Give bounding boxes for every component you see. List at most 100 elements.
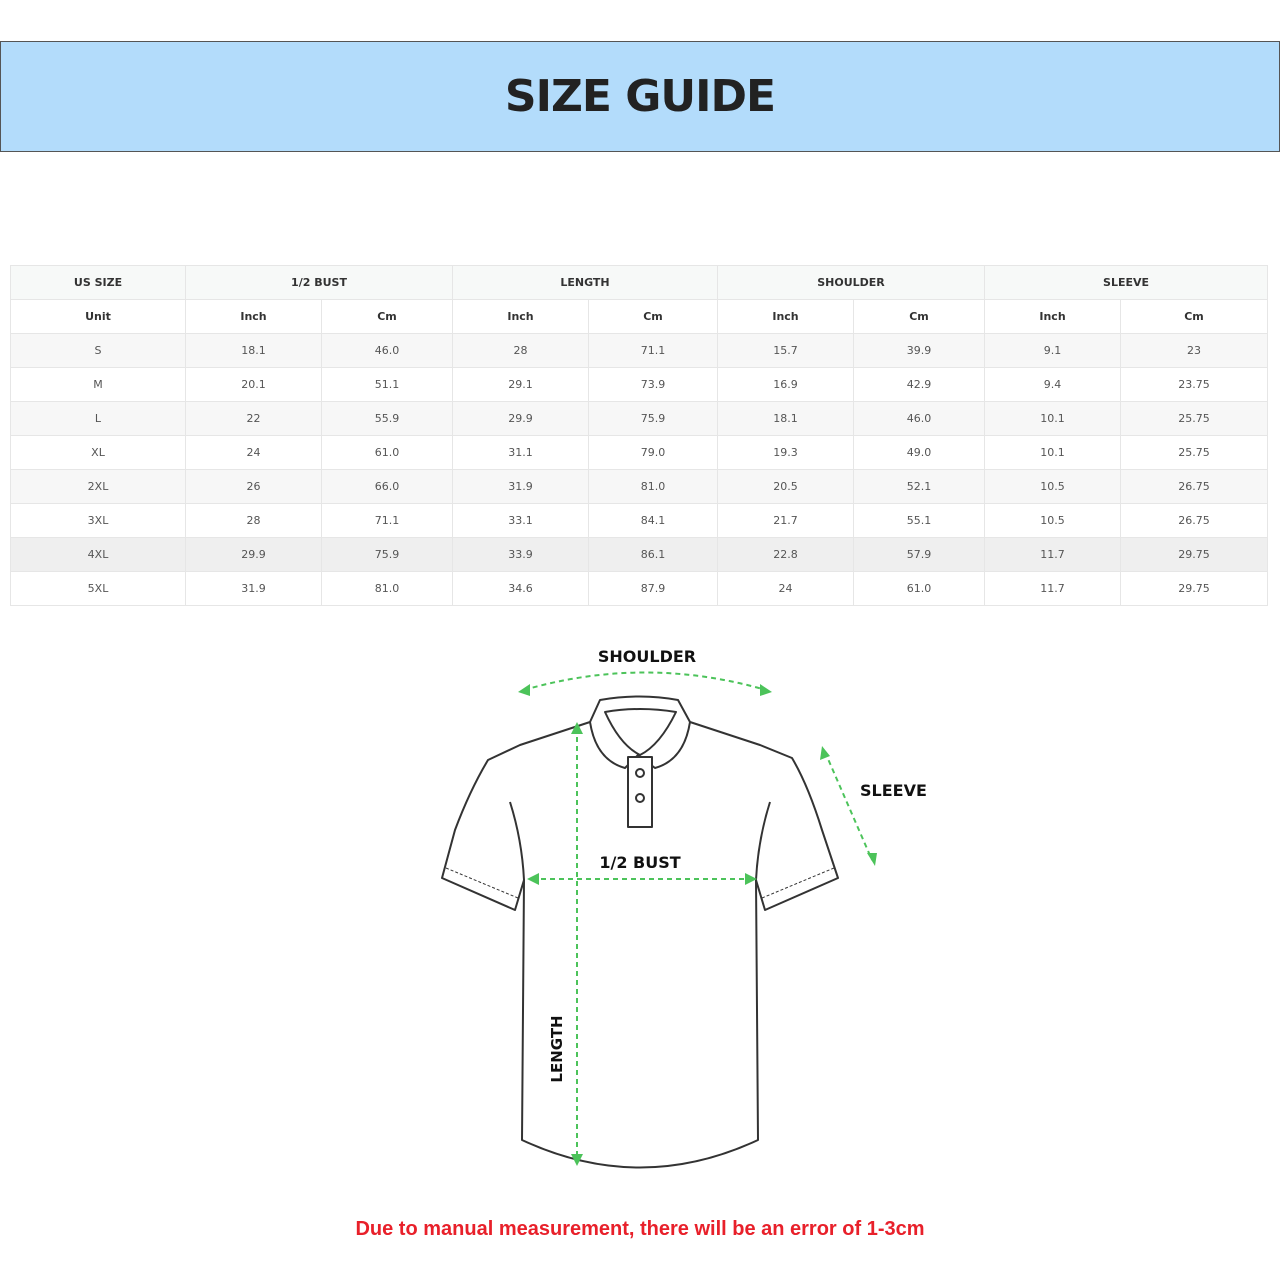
bust-label: 1/2 BUST	[599, 853, 680, 872]
title-banner: SIZE GUIDE	[0, 41, 1280, 152]
measurement-cell: 81.0	[321, 571, 453, 606]
measurement-cell: 46.0	[852, 401, 986, 436]
measurement-cell: 18.1	[717, 401, 854, 436]
measurement-cell: 19.3	[717, 435, 854, 470]
measurement-note: Due to manual measurement, there will be…	[355, 1218, 925, 1240]
measurement-cell: 61.0	[321, 435, 453, 470]
sleeve-label: SLEEVE	[860, 781, 927, 800]
measurement-cell: 31.9	[185, 571, 322, 606]
measurement-cell: 24	[185, 435, 322, 470]
size-cell: 4XL	[10, 537, 186, 572]
measurement-cell: 31.9	[452, 469, 589, 504]
group-header: US SIZE	[10, 265, 186, 300]
measurement-cell: 55.1	[852, 503, 986, 538]
measurement-cell: 49.0	[852, 435, 986, 470]
measurement-cell: 22	[185, 401, 322, 436]
measurement-cell: 71.1	[321, 503, 453, 538]
unit-header: Inch	[717, 299, 854, 334]
measurement-cell: 87.9	[588, 571, 718, 606]
measurement-cell: 18.1	[185, 333, 322, 368]
shoulder-arrow	[523, 671, 767, 691]
size-cell: L	[10, 401, 186, 436]
shoulder-label: SHOULDER	[598, 647, 696, 666]
measurement-cell: 55.9	[321, 401, 453, 436]
measurement-cell: 28	[452, 333, 589, 368]
table-row: L 22 55.9 29.9 75.9 18.1 46.0 10.1 25.75	[10, 401, 1269, 436]
table-row: 3XL 28 71.1 33.1 84.1 21.7 55.1 10.5 26.75	[10, 503, 1269, 538]
measurement-cell: 42.9	[852, 367, 986, 402]
measurement-cell: 79.0	[588, 435, 718, 470]
measurement-cell: 75.9	[588, 401, 718, 436]
measurement-cell: 21.7	[717, 503, 854, 538]
group-header: LENGTH	[452, 265, 718, 300]
measurement-cell: 71.1	[588, 333, 718, 368]
measurement-cell: 10.5	[984, 503, 1122, 538]
size-cell: 2XL	[10, 469, 186, 504]
measurement-cell: 26	[185, 469, 322, 504]
measurement-cell: 33.1	[452, 503, 589, 538]
page-title: SIZE GUIDE	[504, 71, 776, 122]
measurement-cell: 51.1	[321, 367, 453, 402]
unit-header-row: Unit Inch Cm Inch Cm Inch Cm Inch Cm	[10, 299, 1269, 334]
measurement-cell: 52.1	[852, 469, 986, 504]
measurement-cell: 34.6	[452, 571, 589, 606]
unit-header: Cm	[321, 299, 453, 334]
measurement-cell: 26.75	[1120, 503, 1269, 538]
measurement-cell: 25.75	[1120, 401, 1269, 436]
measurement-cell: 15.7	[717, 333, 854, 368]
measurement-cell: 29.75	[1120, 537, 1269, 572]
unit-header: Inch	[452, 299, 589, 334]
unit-header: Cm	[588, 299, 718, 334]
measurement-cell: 26.75	[1120, 469, 1269, 504]
measurement-cell: 23	[1120, 333, 1269, 368]
measurement-cell: 66.0	[321, 469, 453, 504]
measurement-cell: 10.1	[984, 435, 1122, 470]
measurement-cell: 33.9	[452, 537, 589, 572]
measurement-cell: 73.9	[588, 367, 718, 402]
measurement-cell: 31.1	[452, 435, 589, 470]
table-row: XL 24 61.0 31.1 79.0 19.3 49.0 10.1 25.75	[10, 435, 1269, 470]
measurement-cell: 84.1	[588, 503, 718, 538]
size-table: US SIZE 1/2 BUST LENGTH SHOULDER SLEEVE …	[10, 265, 1269, 606]
measurement-cell: 29.1	[452, 367, 589, 402]
measurement-arrows	[523, 671, 873, 1160]
unit-header: Unit	[10, 299, 186, 334]
measurement-cell: 61.0	[852, 571, 986, 606]
table-row: M 20.1 51.1 29.1 73.9 16.9 42.9 9.4 23.75	[10, 367, 1269, 402]
measurement-cell: 11.7	[984, 571, 1122, 606]
length-label: LENGTH	[548, 1015, 566, 1082]
measurement-cell: 75.9	[321, 537, 453, 572]
measurement-cell: 9.4	[984, 367, 1122, 402]
measurement-cell: 86.1	[588, 537, 718, 572]
group-header-row: US SIZE 1/2 BUST LENGTH SHOULDER SLEEVE	[10, 265, 1269, 300]
sleeve-arrow	[824, 751, 873, 861]
measurement-cell: 10.5	[984, 469, 1122, 504]
measurement-cell: 29.9	[185, 537, 322, 572]
measurement-cell: 22.8	[717, 537, 854, 572]
measurement-cell: 10.1	[984, 401, 1122, 436]
unit-header: Cm	[852, 299, 986, 334]
table-row: 2XL 26 66.0 31.9 81.0 20.5 52.1 10.5 26.75	[10, 469, 1269, 504]
size-cell: 5XL	[10, 571, 186, 606]
measurement-cell: 29.75	[1120, 571, 1269, 606]
table-row: 5XL 31.9 81.0 34.6 87.9 24 61.0 11.7 29.75	[10, 571, 1269, 606]
measurement-cell: 9.1	[984, 333, 1122, 368]
table-row: S 18.1 46.0 28 71.1 15.7 39.9 9.1 23	[10, 333, 1269, 368]
measurement-cell: 11.7	[984, 537, 1122, 572]
unit-header: Cm	[1120, 299, 1269, 334]
size-cell: 3XL	[10, 503, 186, 538]
measurement-cell: 28	[185, 503, 322, 538]
size-cell: XL	[10, 435, 186, 470]
unit-header: Inch	[984, 299, 1122, 334]
measurement-cell: 16.9	[717, 367, 854, 402]
measurement-cell: 46.0	[321, 333, 453, 368]
unit-header: Inch	[185, 299, 322, 334]
measurement-cell: 39.9	[852, 333, 986, 368]
polo-shirt-outline	[441, 695, 839, 1169]
table-row: 4XL 29.9 75.9 33.9 86.1 22.8 57.9 11.7 29.75	[10, 537, 1269, 572]
measurement-cell: 25.75	[1120, 435, 1269, 470]
arrow-heads	[518, 684, 877, 1166]
size-cell: S	[10, 333, 186, 368]
size-cell: M	[10, 367, 186, 402]
measurement-cell: 57.9	[852, 537, 986, 572]
